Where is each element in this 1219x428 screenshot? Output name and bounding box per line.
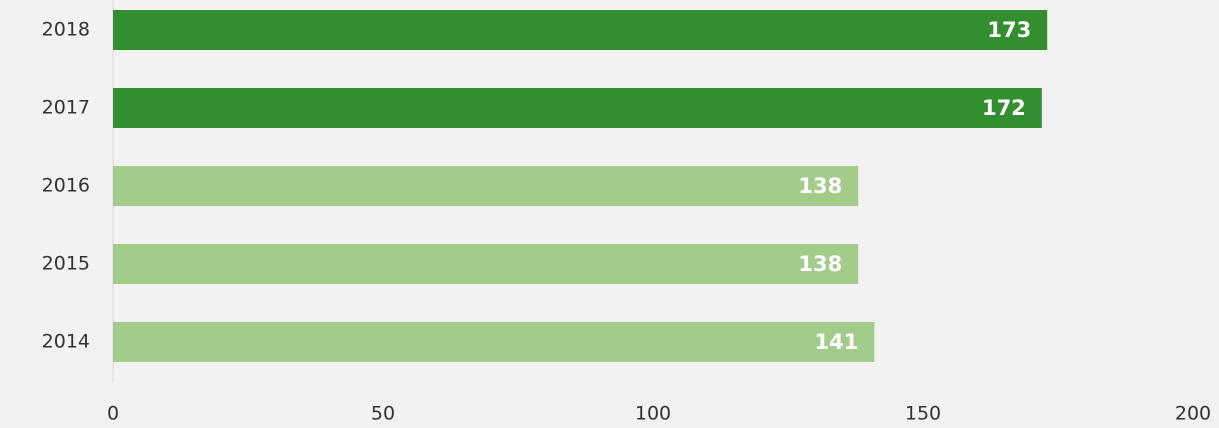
y-tick-label: 2015 bbox=[42, 253, 90, 275]
x-tick-label: 50 bbox=[371, 403, 395, 425]
bar bbox=[113, 10, 1048, 50]
data-label: 138 bbox=[798, 174, 842, 198]
y-tick-label: 2017 bbox=[42, 97, 90, 119]
x-tick-label: 0 bbox=[107, 403, 119, 425]
x-tick-label: 200 bbox=[1175, 403, 1211, 425]
data-label: 173 bbox=[987, 18, 1031, 42]
y-tick-label: 2016 bbox=[42, 175, 90, 197]
data-label: 172 bbox=[982, 96, 1026, 120]
bar bbox=[113, 322, 875, 362]
bar bbox=[113, 244, 859, 284]
bar bbox=[113, 88, 1042, 128]
bar bbox=[113, 166, 859, 206]
data-label: 141 bbox=[815, 330, 859, 354]
x-tick-label: 100 bbox=[635, 403, 671, 425]
data-label: 138 bbox=[798, 252, 842, 276]
y-tick-label: 2014 bbox=[42, 331, 90, 353]
y-tick-label: 2018 bbox=[42, 19, 90, 41]
x-tick-label: 150 bbox=[905, 403, 941, 425]
